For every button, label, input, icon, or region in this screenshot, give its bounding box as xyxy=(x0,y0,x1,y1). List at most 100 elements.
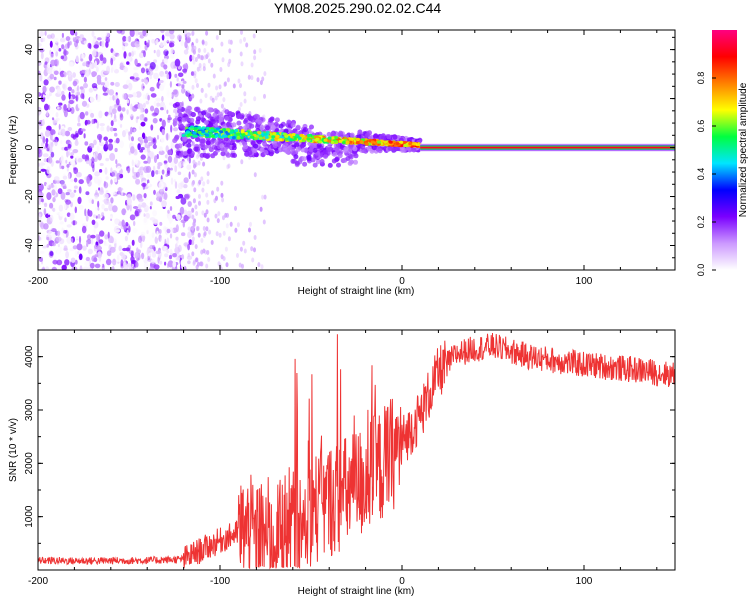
spectrogram-cell xyxy=(183,184,188,189)
spectrogram-cell xyxy=(162,48,169,52)
spectrogram-cell xyxy=(164,253,169,258)
spectrogram-cell xyxy=(74,86,77,93)
spectrogram-cell xyxy=(135,91,142,98)
spectrogram-cell xyxy=(110,57,114,66)
spectrogram-cell xyxy=(219,91,223,97)
spectrogram-cell xyxy=(201,110,207,116)
spectrogram-cell xyxy=(411,142,416,146)
spectrogram-cell xyxy=(74,40,78,48)
spectrogram-cell xyxy=(285,149,290,155)
spectrogram-cell xyxy=(300,143,305,149)
spectrogram-cell xyxy=(83,82,88,89)
spectrogram-cell xyxy=(294,160,300,166)
spectrogram-cell xyxy=(193,126,198,130)
spectrogram-cell xyxy=(297,136,302,140)
spectrogram-cell xyxy=(299,133,304,138)
spectrogram-cell xyxy=(163,40,167,47)
spectrogram-cell xyxy=(53,70,59,76)
spectrogram-cell xyxy=(67,203,70,208)
spectrogram-cell xyxy=(163,192,168,201)
spectrogram-cell xyxy=(272,132,277,136)
spectrogram-cell xyxy=(148,31,153,37)
spectrogram-cell xyxy=(72,220,76,226)
spectrogram-cell xyxy=(259,206,263,212)
spectrogram-cell xyxy=(128,250,135,254)
spectrogram-cell xyxy=(195,137,200,142)
spectrogram-cell xyxy=(151,39,156,44)
spectrogram-cell xyxy=(249,221,252,227)
spectrogram-cell xyxy=(289,138,294,142)
spectrogram-cell xyxy=(67,103,71,111)
spectrogram-cell xyxy=(327,139,332,143)
spectrogram-cell xyxy=(159,221,163,226)
spectrogram-cell xyxy=(283,128,289,134)
spectrogram-cell xyxy=(160,236,166,244)
spectrogram-cell xyxy=(83,133,86,139)
spectrogram-cell xyxy=(175,224,179,233)
spectrogram-cell xyxy=(219,67,223,72)
spectrogram-cell xyxy=(164,70,168,75)
spectrogram-cell xyxy=(243,37,246,42)
spectrogram-cell xyxy=(73,167,77,171)
spectrogram-cell xyxy=(164,187,168,192)
spectrogram-cell xyxy=(110,191,116,195)
spectrogram-x-tick-label: -200 xyxy=(28,276,48,287)
spectrogram-cell xyxy=(91,199,94,204)
spectrogram-cell xyxy=(121,208,127,216)
spectrogram-cell xyxy=(120,259,124,267)
spectrogram-cell xyxy=(184,116,190,122)
spectrogram-cell xyxy=(179,206,185,215)
spectrogram-cell xyxy=(217,261,221,267)
spectrogram-cell xyxy=(137,31,144,36)
spectrogram-cell xyxy=(247,150,253,156)
spectrogram-cell xyxy=(103,181,109,189)
spectrogram-cell xyxy=(198,194,201,199)
spectrogram-cell xyxy=(236,136,241,140)
spectrogram-cell xyxy=(395,141,400,145)
spectrogram-cell xyxy=(59,180,65,185)
spectrogram-cell xyxy=(97,37,102,41)
spectrogram-cell xyxy=(202,161,206,167)
spectrogram-cell xyxy=(206,179,210,185)
spectrogram-cell xyxy=(85,160,91,165)
spectrogram-cell xyxy=(84,208,87,217)
spectrogram-cell xyxy=(227,111,233,117)
spectrogram-cell xyxy=(205,54,209,60)
spectrogram-cell xyxy=(161,200,167,208)
spectrogram-cell xyxy=(176,214,181,221)
spectrogram-cell xyxy=(112,118,118,123)
spectrogram-cell xyxy=(220,180,224,186)
spectrogram-cell xyxy=(207,82,211,88)
spectrogram-cell xyxy=(210,116,215,122)
spectrogram-cell xyxy=(81,100,88,107)
spectrogram-cell xyxy=(130,266,133,270)
spectrogram-cell xyxy=(163,246,169,252)
spectrogram-cell xyxy=(155,250,161,255)
spectrogram-cell xyxy=(206,250,210,255)
spectrogram-cell xyxy=(150,105,155,112)
spectrogram-cell xyxy=(39,232,46,239)
spectrogram-cell xyxy=(164,31,171,37)
spectrogram-cell xyxy=(40,168,47,172)
spectrogram-cell xyxy=(147,179,150,184)
spectrogram-cell xyxy=(104,200,110,205)
spectrogram-cell xyxy=(63,80,68,85)
spectrogram-y-label: Frequency (Hz) xyxy=(8,116,19,185)
spectrogram-cell xyxy=(146,173,152,179)
snr-y-label: SNR (10 * v/v) xyxy=(8,418,19,482)
spectrogram-cell xyxy=(167,209,170,214)
spectrogram-cell xyxy=(205,226,209,232)
spectrogram-cell xyxy=(94,171,100,177)
spectrogram-cell xyxy=(74,250,78,257)
spectrogram-cell xyxy=(252,148,258,153)
spectrogram-cell xyxy=(70,178,74,183)
spectrogram-cell xyxy=(42,37,46,42)
spectrogram-cell xyxy=(70,201,73,208)
spectrogram-cell xyxy=(194,78,198,84)
spectrogram-cell xyxy=(353,159,358,165)
spectrogram-cell xyxy=(191,30,195,36)
spectrogram-cell xyxy=(195,154,199,160)
spectrogram-cell xyxy=(39,48,45,53)
spectrogram-cell xyxy=(176,77,179,82)
